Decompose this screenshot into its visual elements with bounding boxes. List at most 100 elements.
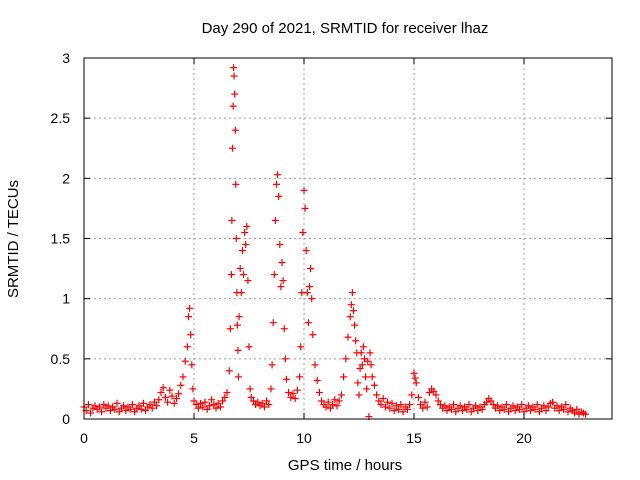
data-point [483, 398, 491, 406]
data-point [350, 307, 357, 315]
data-point [450, 401, 458, 409]
data-point [296, 373, 304, 381]
x-tick-label: 15 [406, 430, 422, 446]
y-tick-label: 0.5 [51, 351, 71, 367]
data-point [214, 399, 222, 407]
data-point [113, 399, 121, 407]
data-point [326, 404, 334, 412]
data-point [419, 404, 427, 412]
data-point [392, 402, 400, 410]
data-point [388, 399, 396, 407]
data-point [280, 325, 288, 333]
data-point [139, 399, 147, 407]
data-point [240, 271, 247, 279]
data-point [282, 375, 290, 383]
data-point [357, 349, 365, 357]
data-point [293, 386, 301, 394]
data-point [234, 346, 242, 354]
data-point [166, 386, 174, 394]
data-point [128, 401, 136, 409]
data-point [87, 409, 95, 417]
data-point [267, 385, 275, 393]
data-point [356, 364, 364, 372]
data-point [412, 379, 420, 387]
data-point [352, 337, 360, 345]
data-point [254, 398, 262, 406]
data-point [346, 313, 354, 321]
data-point [137, 405, 145, 413]
data-point [210, 401, 218, 409]
data-point [322, 403, 330, 411]
data-point [366, 349, 374, 357]
grid-layer [84, 58, 612, 419]
data-point [181, 357, 189, 365]
data-point [299, 228, 307, 236]
data-point [359, 343, 367, 351]
y-tick-label: 2 [62, 170, 70, 186]
data-point [496, 407, 504, 415]
data-point [364, 357, 372, 365]
data-point [205, 402, 213, 410]
data-point [84, 401, 92, 409]
data-point [203, 405, 211, 413]
data-point [368, 373, 376, 381]
x-axis-label: GPS time / hours [288, 457, 402, 474]
data-point [395, 405, 403, 413]
data-point [478, 405, 486, 413]
data-point [408, 391, 416, 399]
data-point [177, 381, 185, 389]
data-point [562, 401, 570, 409]
data-point [337, 391, 345, 399]
data-point [458, 407, 466, 415]
y-tick-label: 3 [62, 50, 70, 66]
data-point [297, 343, 305, 351]
data-point [354, 379, 362, 387]
data-point [155, 396, 163, 404]
data-point [232, 180, 240, 188]
data-point [443, 407, 451, 415]
data-point [111, 405, 119, 413]
data-point [386, 404, 394, 412]
data-point [226, 325, 234, 333]
data-point [384, 398, 392, 406]
data-point [315, 389, 323, 397]
data-point [306, 283, 313, 291]
x-tick-label: 20 [516, 430, 532, 446]
data-point [187, 331, 195, 339]
data-point [474, 407, 482, 415]
data-point [236, 265, 244, 273]
data-point [229, 102, 237, 110]
data-point [553, 402, 561, 410]
data-point [300, 186, 308, 194]
data-point [235, 313, 243, 321]
data-point [270, 271, 278, 279]
data-point [335, 397, 343, 405]
data-point [287, 393, 295, 401]
data-point [263, 397, 271, 405]
data-point [463, 405, 471, 413]
data-point [370, 381, 378, 389]
tick-labels-layer: 0 5 10 15 20 0 0.5 1 1.5 2 2.5 3 [51, 50, 532, 446]
data-point [301, 204, 309, 212]
data-point [331, 396, 339, 404]
data-point [185, 313, 192, 321]
data-point [186, 304, 194, 312]
data-point [197, 399, 205, 407]
x-tick-label: 10 [296, 430, 312, 446]
data-point [244, 277, 252, 285]
y-tick-label: 0 [62, 411, 70, 427]
data-point [276, 241, 284, 249]
data-point [227, 271, 235, 279]
data-point [465, 401, 473, 409]
data-point [269, 319, 277, 327]
data-point [168, 392, 176, 400]
data-point [467, 408, 475, 416]
data-point [228, 216, 236, 224]
data-point [411, 374, 419, 382]
data-point [304, 319, 312, 327]
data-point [212, 404, 220, 412]
data-point [278, 259, 286, 267]
data-point [397, 401, 405, 409]
data-point [233, 321, 241, 329]
